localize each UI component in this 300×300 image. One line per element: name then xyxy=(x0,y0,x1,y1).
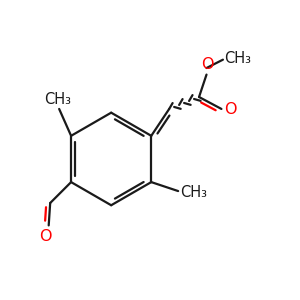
Text: CH₃: CH₃ xyxy=(224,51,251,66)
Text: O: O xyxy=(224,102,236,117)
Text: O: O xyxy=(201,57,213,72)
Text: CH₃: CH₃ xyxy=(44,92,71,106)
Text: O: O xyxy=(40,229,52,244)
Text: CH₃: CH₃ xyxy=(180,185,207,200)
